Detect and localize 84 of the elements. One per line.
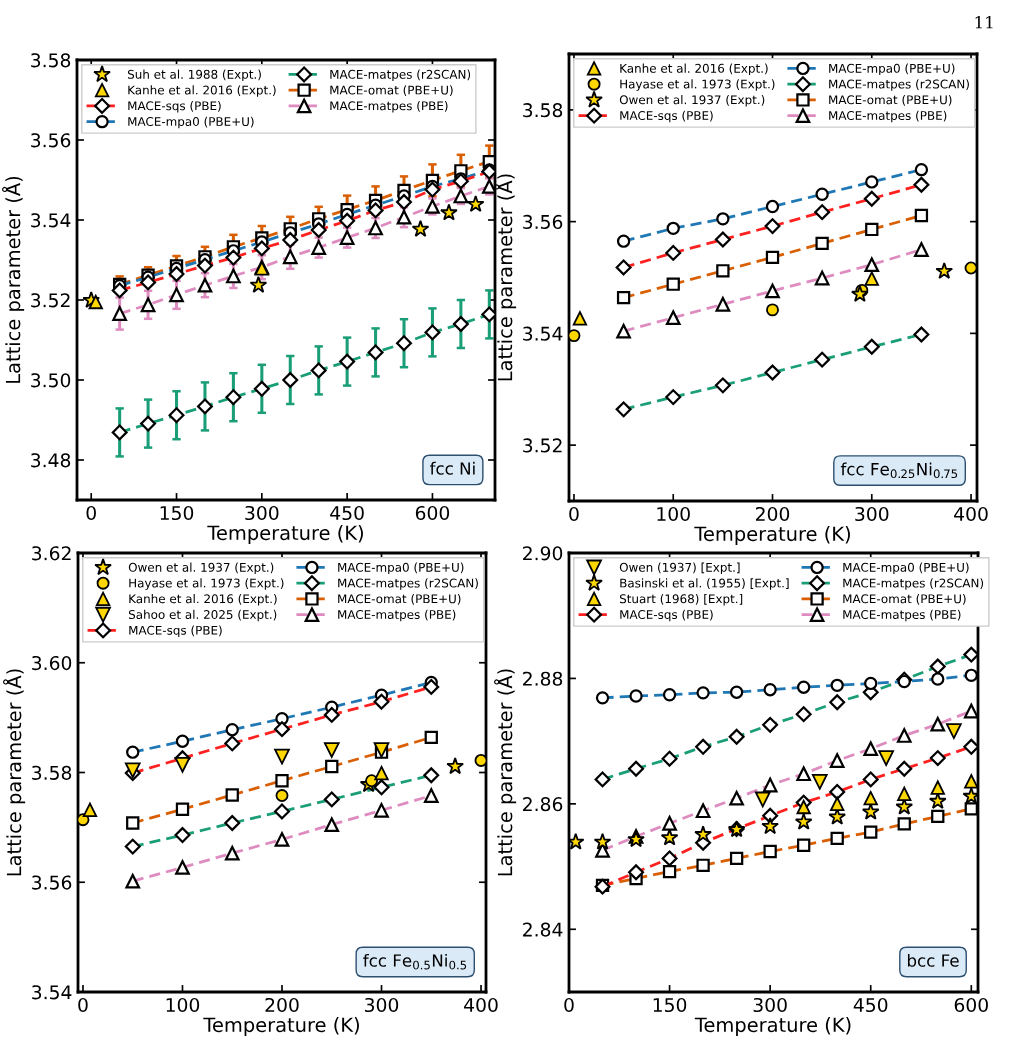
x-tick-label: 400 [464, 997, 498, 1013]
x-tick-label: 0 [86, 505, 96, 521]
annotation: fcc Fe$_{0.5}$Ni$_{0.5}$ [363, 953, 467, 970]
x-tick-label: 300 [855, 506, 889, 522]
annotation: bcc Fe [907, 953, 959, 967]
legend-label: MACE-sqs (PBE) [128, 101, 221, 113]
y-tick-label: 3.52 [31, 293, 70, 308]
x-tick-label: 0 [78, 997, 88, 1013]
y-tick-label: 3.60 [32, 655, 72, 671]
legend-label: MACE-matpes (r2SCAN) [338, 578, 478, 590]
legend-label: MACE-omat (PBE+U) [338, 594, 461, 605]
legend-label: Kanhe et al. 2016 (Expt.) [128, 85, 276, 97]
legend-label: MACE-mpa0 (PBE+U) [843, 562, 969, 575]
legend-label: Kanhe et al. 2016 (Expt.) [620, 63, 768, 76]
y-tick-label: 3.56 [31, 133, 71, 148]
x-tick-label: 100 [166, 997, 200, 1013]
y-tick-label: 3.56 [32, 875, 72, 890]
y-tick-label: 3.62 [32, 546, 71, 561]
y-tick-label: 3.52 [523, 438, 562, 453]
y-tick-label: 3.50 [31, 373, 71, 388]
legend-label: Hayase et al. 1973 (Expt.) [129, 578, 284, 590]
legend-label: MACE-mpa0 (PBE+U) [829, 63, 955, 76]
x-tick-label: 300 [245, 505, 279, 521]
legend-label: Basinski et al. (1955) [Expt.] [620, 578, 789, 590]
x-tick-label: 150 [653, 997, 687, 1013]
legend-label: MACE-sqs (PBE) [129, 625, 222, 638]
y-tick-label: 3.54 [31, 213, 71, 228]
legend-label: Sahoo et al. 2025 (Expt.) [128, 609, 277, 622]
legend-label: MACE-matpes (PBE) [829, 110, 947, 123]
legend-label: MACE-mpa0 (PBE+U) [338, 562, 464, 575]
y-tick-label: 2.86 [523, 797, 563, 812]
y-tick-label: 3.58 [523, 103, 563, 118]
legend-label: MACE-matpes (PBE) [338, 609, 456, 622]
x-tick-label: 300 [753, 997, 787, 1013]
y-tick-label: 3.58 [31, 53, 71, 68]
legend-label: Hayase et al. 1973 (Expt.) [620, 79, 775, 91]
y-axis-title: Lattice parameter (Å) [494, 669, 517, 876]
x-axis-title: Temperature (K) [694, 1017, 851, 1036]
x-tick-label: 100 [657, 506, 690, 522]
legend-label: Kanhe et al. 2016 (Expt.) [129, 594, 277, 606]
y-tick-label: 2.88 [523, 671, 563, 686]
legend-label: MACE-sqs (PBE) [620, 609, 713, 622]
y-axis-title: Lattice parameter (Å) [494, 174, 517, 381]
x-tick-label: 200 [755, 506, 790, 522]
x-tick-label: 400 [954, 506, 988, 522]
legend-label: MACE-matpes (PBE) [330, 101, 448, 113]
legend-label: MACE-omat (PBE+U) [843, 594, 966, 605]
legend-label: MACE-matpes (PBE) [843, 609, 961, 622]
legend-label: MACE-matpes (r2SCAN) [829, 79, 969, 91]
legend-label: MACE-mpa0 (PBE+U) [128, 116, 254, 129]
y-axis-title: Lattice parameter (Å) [3, 669, 26, 876]
x-tick-label: 200 [265, 997, 299, 1013]
legend-label: Owen et al. 1937 (Expt.) [128, 562, 274, 575]
y-tick-label: 3.58 [32, 765, 72, 780]
x-tick-label: 150 [160, 505, 194, 521]
annotation: fcc Ni [429, 461, 475, 475]
legend-label: MACE-omat (PBE+U) [829, 95, 952, 106]
x-tick-label: 600 [954, 997, 988, 1013]
x-tick-label: 0 [564, 997, 574, 1013]
legend-label: Owen et al. 1937 (Expt.) [619, 95, 765, 107]
y-tick-label: 3.54 [32, 985, 72, 1000]
legend-label: Owen (1937) [Expt.] [619, 562, 740, 575]
x-tick-label: 300 [365, 997, 399, 1013]
legend-label: Suh et al. 1988 (Expt.) [127, 69, 261, 82]
y-tick-label: 3.56 [523, 214, 563, 230]
y-axis-title: Lattice parameter (Å) [2, 176, 25, 383]
legend-label: Stuart (1968) [Expt.] [619, 594, 743, 606]
y-tick-label: 3.54 [523, 326, 563, 341]
y-tick-label: 2.84 [523, 922, 563, 937]
x-tick-label: 450 [330, 505, 364, 521]
legend-label: MACE-sqs (PBE) [620, 110, 713, 123]
legend-label: MACE-omat (PBE+U) [330, 85, 453, 96]
legend-label: MACE-matpes (r2SCAN) [843, 578, 984, 590]
x-tick-label: 600 [415, 505, 450, 521]
annotation: fcc Fe$_{0.25}$Ni$_{0.75}$ [840, 462, 958, 479]
legend-label: MACE-matpes (r2SCAN) [330, 69, 471, 82]
x-tick-label: 450 [853, 997, 888, 1013]
text: 11 [975, 15, 993, 29]
x-axis-title: Temperature (K) [207, 525, 363, 544]
x-axis-title: Temperature (K) [203, 1017, 359, 1036]
y-tick-label: 2.90 [523, 546, 563, 561]
y-tick-label: 3.48 [31, 453, 71, 468]
x-tick-label: 0 [569, 506, 579, 522]
x-axis-title: Temperature (K) [694, 526, 850, 545]
